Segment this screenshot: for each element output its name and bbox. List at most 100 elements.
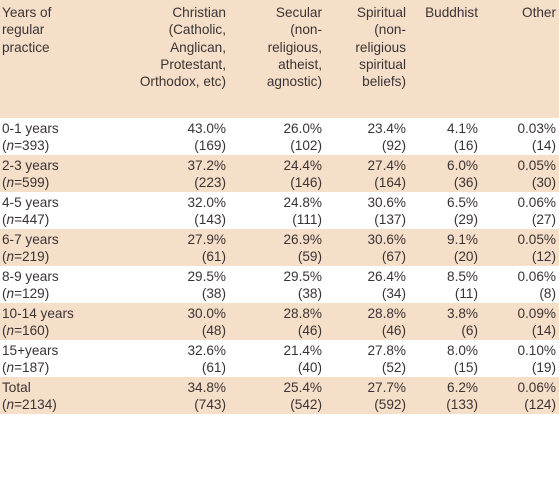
header-row: Years of regular practice Christian (Cat… <box>0 0 559 118</box>
value-cell: 29.5% (38) <box>232 266 322 303</box>
sample-size: (n=599) <box>2 175 50 191</box>
years-label: 6-7 years <box>2 232 59 247</box>
value-cell: 27.9% (61) <box>100 229 232 266</box>
header-years: Years of regular practice <box>2 5 52 55</box>
count: (111) <box>292 212 322 228</box>
count: (14) <box>531 323 556 339</box>
sample-size: (n=393) <box>2 138 50 154</box>
header-buddhist: Buddhist <box>425 5 478 20</box>
sample-size: (n=219) <box>2 249 50 265</box>
percentage: 37.2% <box>187 158 226 173</box>
value-cell: 8.5% (11) <box>406 266 482 303</box>
percentage: 24.4% <box>283 158 322 173</box>
value-cell: 25.4% (542) <box>232 377 322 414</box>
value-cell: 29.5% (38) <box>100 266 232 303</box>
value-cell: 0.10% (19) <box>482 340 559 377</box>
count: (30) <box>531 175 556 191</box>
percentage: 30.0% <box>187 306 226 321</box>
count: (59) <box>297 249 322 265</box>
percentage: 27.8% <box>367 343 406 358</box>
count: (164) <box>374 175 406 191</box>
count: (143) <box>194 212 226 228</box>
value-cell: 32.0% (143) <box>100 192 232 229</box>
years-label: 8-9 years <box>2 269 59 284</box>
percentage: 8.0% <box>447 343 478 358</box>
value-cell: 24.8% (111) <box>232 192 322 229</box>
years-cell: Total (n=2134) <box>0 377 100 414</box>
sample-size: (n=160) <box>2 323 50 339</box>
percentage: 27.4% <box>367 158 406 173</box>
value-cell: 30.6% (67) <box>322 229 406 266</box>
value-cell: 0.06% (8) <box>482 266 559 303</box>
percentage: 6.5% <box>447 195 478 210</box>
table-row: 15+years (n=187) 32.6% (61) 21.4% (40) 27.8% (5… <box>0 340 559 377</box>
percentage: 6.0% <box>447 158 478 173</box>
n-value: =2134) <box>14 397 57 413</box>
percentage: 0.06% <box>517 269 556 284</box>
count: (38) <box>297 286 322 302</box>
count: (542) <box>290 397 322 413</box>
percentage: 6.2% <box>447 380 478 395</box>
table-row: 2-3 years (n=599) 37.2% (223) 24.4% (146) 27.4… <box>0 155 559 192</box>
percentage: 0.10% <box>517 343 556 358</box>
count: (169) <box>194 138 226 154</box>
percentage: 9.1% <box>447 232 478 247</box>
sample-size: (n=129) <box>2 286 50 302</box>
value-cell: 0.09% (14) <box>482 303 559 340</box>
value-cell: 0.05% (12) <box>482 229 559 266</box>
n-value: =160) <box>14 323 50 339</box>
count: (16) <box>453 138 478 154</box>
n-symbol: n <box>6 249 15 265</box>
count: (52) <box>381 360 406 376</box>
value-cell: 26.4% (34) <box>322 266 406 303</box>
value-cell: 26.0% (102) <box>232 118 322 155</box>
value-cell: 27.7% (592) <box>322 377 406 414</box>
count: (124) <box>524 397 556 413</box>
table-row: Total (n=2134) 34.8% (743) 25.4% (542) 27.7% (5… <box>0 377 559 414</box>
percentage: 32.0% <box>187 195 226 210</box>
percentage: 0.05% <box>517 158 556 173</box>
value-cell: 6.0% (36) <box>406 155 482 192</box>
count: (15) <box>453 360 478 376</box>
value-cell: 43.0% (169) <box>100 118 232 155</box>
n-value: =447) <box>14 212 50 228</box>
count: (40) <box>297 360 322 376</box>
value-cell: 27.8% (52) <box>322 340 406 377</box>
value-cell: 6.5% (29) <box>406 192 482 229</box>
value-cell: 0.06% (124) <box>482 377 559 414</box>
table-body: 0-1 years (n=393) 43.0% (169) 26.0% (102) 23.4… <box>0 118 559 414</box>
table-row: 4-5 years (n=447) 32.0% (143) 24.8% (111) 30.6… <box>0 192 559 229</box>
percentage: 27.9% <box>187 232 226 247</box>
percentage: 28.8% <box>283 306 322 321</box>
years-label: 4-5 years <box>2 195 59 210</box>
percentage: 26.0% <box>283 121 322 136</box>
n-value: =599) <box>14 175 50 191</box>
count: (6) <box>461 323 478 339</box>
count: (223) <box>194 175 226 191</box>
value-cell: 8.0% (15) <box>406 340 482 377</box>
percentage: 43.0% <box>187 121 226 136</box>
percentage: 0.09% <box>517 306 556 321</box>
percentage: 29.5% <box>187 269 226 284</box>
value-cell: 28.8% (46) <box>322 303 406 340</box>
n-value: =393) <box>14 138 50 154</box>
count: (27) <box>531 212 556 228</box>
percentage: 30.6% <box>367 232 406 247</box>
percentage: 23.4% <box>367 121 406 136</box>
count: (14) <box>531 138 556 154</box>
value-cell: 26.9% (59) <box>232 229 322 266</box>
percentage: 25.4% <box>283 380 322 395</box>
percentage: 28.8% <box>367 306 406 321</box>
header-other: Other <box>522 5 556 20</box>
value-cell: 28.8% (46) <box>232 303 322 340</box>
percentage: 32.6% <box>187 343 226 358</box>
value-cell: 34.8% (743) <box>100 377 232 414</box>
years-cell: 8-9 years (n=129) <box>0 266 100 303</box>
percentage: 21.4% <box>283 343 322 358</box>
n-value: =219) <box>14 249 50 265</box>
value-cell: 30.0% (48) <box>100 303 232 340</box>
n-symbol: n <box>6 138 15 154</box>
table-row: 10-14 years (n=160) 30.0% (48) 28.8% (46) 28.8… <box>0 303 559 340</box>
n-symbol: n <box>6 175 15 191</box>
percentage: 0.06% <box>517 380 556 395</box>
